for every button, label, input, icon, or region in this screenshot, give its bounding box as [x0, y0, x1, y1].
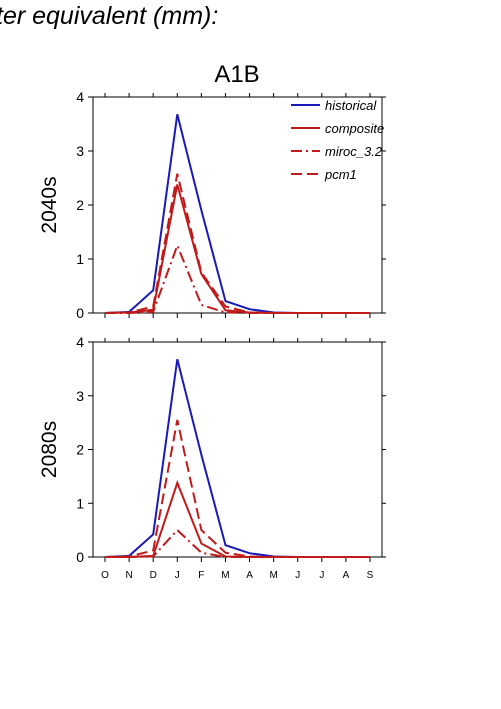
- series-line-historical: [104, 358, 370, 558]
- figure-title: A1B: [214, 61, 259, 88]
- y-tick-label: 4: [76, 89, 84, 105]
- legend-label: pcm1: [324, 167, 357, 182]
- series-line-pcm1: [104, 419, 370, 558]
- x-tick-label: F: [198, 570, 204, 581]
- panel-2040s: 0 1 2 3 4 2040s historical composite miroc_3.2pc…: [38, 89, 386, 321]
- series-line-pcm1: [104, 173, 370, 314]
- y-tick-label: 0: [76, 305, 84, 321]
- x-tick-label: M: [221, 570, 229, 581]
- series-line-miroc-3-2: [105, 528, 370, 558]
- y-tick-label: 0: [76, 549, 84, 565]
- page-title: ter equivalent (mm):: [0, 2, 219, 30]
- row-label: 2080s: [38, 421, 61, 478]
- legend-label: composite: [325, 121, 384, 136]
- y-tick-label: 3: [76, 388, 84, 404]
- series-line-miroc-3-2: [105, 242, 370, 314]
- y-tick-label: 2: [76, 442, 84, 458]
- y-tick-label: 3: [76, 143, 84, 159]
- x-tick-label: D: [150, 570, 157, 581]
- x-tick-label: A: [246, 570, 253, 581]
- x-tick-label: J: [295, 570, 300, 581]
- row-label: 2040s: [38, 176, 61, 233]
- x-tick-label: J: [319, 570, 324, 581]
- x-tick-label: S: [367, 570, 374, 581]
- x-tick-label: M: [269, 570, 277, 581]
- x-tick-label: N: [125, 570, 132, 581]
- legend-label: historical: [325, 98, 377, 113]
- plot-frame: [92, 341, 383, 558]
- legend-label: miroc_3.2: [325, 144, 383, 159]
- panel-2080s: 0 1 2 3 4 O N D J F M A M J J A S 2080s: [38, 334, 386, 581]
- x-tick-label: J: [175, 570, 180, 581]
- series-line-composite: [104, 184, 370, 314]
- y-tick-label: 4: [76, 334, 84, 350]
- x-tick-label: A: [343, 570, 350, 581]
- y-tick-label: 2: [76, 197, 84, 213]
- y-tick-label: 1: [76, 495, 84, 511]
- y-tick-label: 1: [76, 251, 84, 267]
- series-line-composite: [105, 479, 370, 558]
- x-tick-label: O: [101, 570, 109, 581]
